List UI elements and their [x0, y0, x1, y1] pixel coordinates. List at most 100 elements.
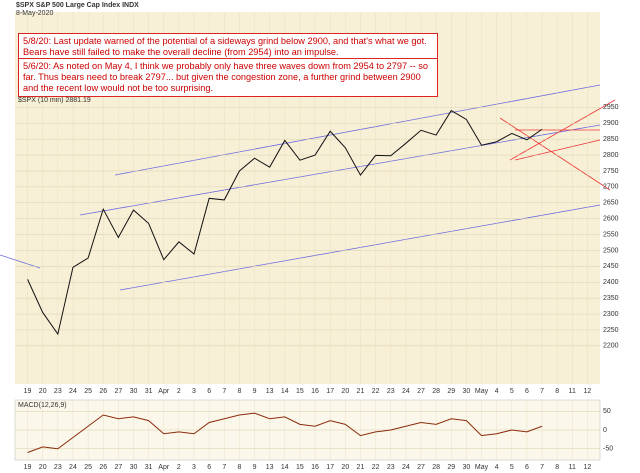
y-tick-label: 2600 [603, 216, 619, 223]
y-tick-label: 2850 [603, 136, 619, 143]
x-tick-label: 26 [99, 464, 107, 471]
x-tick-label: Apr [158, 388, 170, 395]
y-tick-label: 2400 [603, 279, 619, 286]
series-line [27, 412, 543, 453]
x-tick-label: 22 [372, 464, 380, 471]
x-tick-label: 22 [372, 388, 380, 395]
x-tick-label: 31 [145, 464, 153, 471]
x-tick-label: May [475, 464, 489, 471]
x-tick-label: 12 [584, 464, 592, 471]
y-tick-label: 2250 [603, 327, 619, 334]
y-tick-label: 2300 [603, 311, 619, 318]
x-tick-label: 8 [555, 464, 559, 471]
x-tick-label: 16 [311, 388, 319, 395]
x-tick-label: 23 [54, 464, 62, 471]
x-tick-label: 28 [432, 388, 440, 395]
x-tick-label: 31 [145, 388, 153, 395]
x-tick-label: 21 [357, 464, 365, 471]
x-tick-label: 25 [84, 464, 92, 471]
x-tick-label: 17 [326, 464, 334, 471]
y-tick-label: 2800 [603, 152, 619, 159]
y-tick-label: 2200 [603, 343, 619, 350]
legend-entry: $SPX (10 min) 2881.19 [18, 97, 91, 104]
x-tick-label: 12 [584, 388, 592, 395]
y-tick-label: 50 [603, 408, 611, 415]
y-tick-label: 2350 [603, 295, 619, 302]
x-tick-label: 6 [207, 464, 211, 471]
x-tick-label: 7 [540, 464, 544, 471]
x-tick-label: 9 [253, 464, 257, 471]
x-tick-label: 13 [266, 388, 274, 395]
annotation: 5/8/20: Last update warned of the potent… [18, 33, 438, 61]
x-tick-label: 20 [341, 464, 349, 471]
annotation: 5/6/20: As noted on May 4, I think we pr… [18, 58, 438, 97]
x-tick-label: 17 [326, 388, 334, 395]
y-tick-label: 2550 [603, 231, 619, 238]
x-tick-label: 6 [207, 388, 211, 395]
x-tick-label: 11 [569, 464, 576, 471]
x-tick-label: 11 [569, 388, 576, 395]
x-tick-label: 24 [402, 388, 410, 395]
x-tick-label: 23 [54, 388, 62, 395]
x-tick-label: 27 [417, 388, 425, 395]
x-tick-label: 20 [341, 388, 349, 395]
x-tick-label: 14 [281, 464, 289, 471]
x-tick-label: 7 [222, 464, 226, 471]
x-tick-label: 4 [495, 388, 499, 395]
y-tick-label: 2750 [603, 168, 619, 175]
y-tick-label: 2500 [603, 247, 619, 254]
x-tick-label: 15 [296, 464, 304, 471]
x-tick-label: 6 [525, 464, 529, 471]
x-tick-label: Apr [158, 464, 170, 471]
x-tick-label: 14 [281, 388, 289, 395]
x-tick-label: 19 [24, 464, 32, 471]
x-tick-label: 24 [402, 464, 410, 471]
x-tick-label: 7 [222, 388, 226, 395]
x-tick-label: 5 [510, 388, 514, 395]
y-tick-label: 2900 [603, 120, 619, 127]
x-tick-label: 20 [39, 388, 47, 395]
x-tick-label: 30 [462, 464, 470, 471]
x-tick-label: 8 [555, 388, 559, 395]
x-tick-label: 8 [237, 464, 241, 471]
x-tick-label: 29 [447, 464, 455, 471]
y-tick-label: -50 [603, 446, 613, 453]
x-tick-label: 6 [525, 388, 529, 395]
chart-title: $SPX S&P 500 Large Cap Index INDX [16, 2, 139, 9]
x-tick-label: 4 [495, 464, 499, 471]
y-tick-label: 2450 [603, 263, 619, 270]
x-tick-label: 8 [237, 388, 241, 395]
x-tick-label: 30 [462, 388, 470, 395]
x-tick-label: 27 [114, 464, 122, 471]
y-tick-label: 2950 [603, 104, 619, 111]
x-tick-label: 23 [387, 388, 395, 395]
x-tick-label: 9 [253, 388, 257, 395]
x-tick-label: 16 [311, 464, 319, 471]
x-tick-label: 3 [192, 464, 196, 471]
x-tick-label: 2 [177, 464, 181, 471]
x-tick-label: 15 [296, 388, 304, 395]
x-tick-label: 21 [357, 388, 365, 395]
x-tick-label: 28 [432, 464, 440, 471]
x-tick-label: 2 [177, 388, 181, 395]
x-tick-label: 23 [387, 464, 395, 471]
y-tick-label: 2650 [603, 200, 619, 207]
x-tick-label: 27 [114, 388, 122, 395]
series-line [27, 109, 543, 336]
x-tick-label: 30 [130, 388, 138, 395]
y-tick-label: 0 [603, 427, 607, 434]
panel-label: MACD(12,26,9) [18, 402, 67, 409]
x-tick-label: 19 [24, 388, 32, 395]
x-tick-label: 25 [84, 388, 92, 395]
x-tick-label: May [475, 388, 489, 395]
x-tick-label: 7 [540, 388, 544, 395]
y-tick-label: 2700 [603, 184, 619, 191]
x-tick-label: 24 [69, 388, 77, 395]
x-tick-label: 13 [266, 464, 274, 471]
x-tick-label: 3 [192, 388, 196, 395]
x-tick-label: 5 [510, 464, 514, 471]
x-tick-label: 29 [447, 388, 455, 395]
x-tick-label: 30 [130, 464, 138, 471]
chart-subtitle: 8-May-2020 [16, 10, 53, 17]
